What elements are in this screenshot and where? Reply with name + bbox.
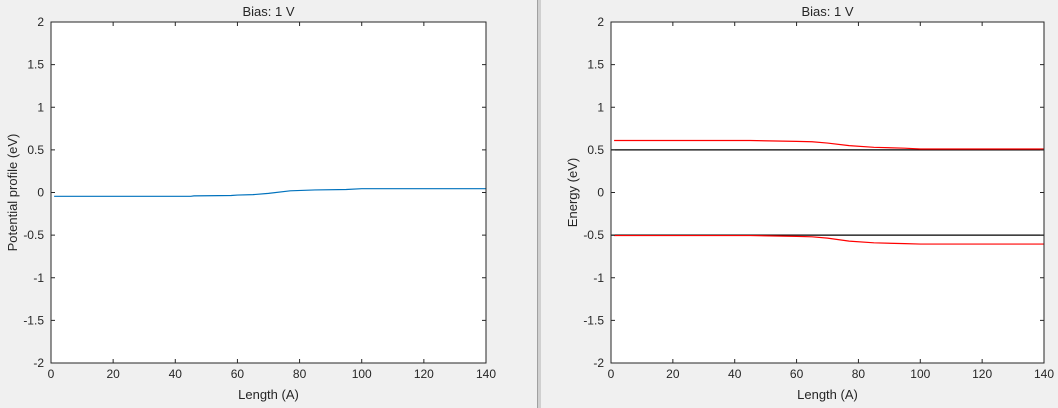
figure-divider <box>537 0 541 408</box>
x-tick-label: 120 <box>414 367 434 381</box>
x-axis-label: Length (A) <box>797 387 858 402</box>
x-tick-label: 20 <box>666 367 680 381</box>
y-tick-label: 0.5 <box>587 143 604 157</box>
y-tick-label: -1.5 <box>23 313 44 327</box>
y-tick-label: 0 <box>37 186 44 200</box>
y-tick-label: -1 <box>33 271 44 285</box>
y-tick-label: -0.5 <box>583 228 604 242</box>
y-tick-label: -0.5 <box>23 228 44 242</box>
x-tick-label: 0 <box>48 367 55 381</box>
x-tick-label: 100 <box>352 367 372 381</box>
x-tick-label: 20 <box>106 367 120 381</box>
x-tick-label: 60 <box>231 367 245 381</box>
x-tick-label: 140 <box>476 367 496 381</box>
series-line-2 <box>614 139 1044 150</box>
plot-area <box>611 22 1044 363</box>
x-tick-label: 140 <box>1034 367 1054 381</box>
x-tick-label: 40 <box>728 367 742 381</box>
y-tick-label: 1 <box>597 100 604 114</box>
y-axis-label: Potential profile (eV) <box>5 134 20 252</box>
x-tick-label: 60 <box>790 367 804 381</box>
y-tick-label: 2 <box>37 15 44 29</box>
y-tick-label: 0.5 <box>27 143 44 157</box>
y-tick-label: 1.5 <box>587 58 604 72</box>
series-line-3 <box>614 234 1044 245</box>
x-tick-label: 0 <box>608 367 615 381</box>
x-tick-label: 80 <box>852 367 866 381</box>
y-tick-label: -1 <box>593 271 604 285</box>
y-tick-label: 2 <box>597 15 604 29</box>
y-tick-label: 1.5 <box>27 58 44 72</box>
x-tick-label: 40 <box>169 367 183 381</box>
series-line-0 <box>54 188 486 197</box>
potential-profile-chart: 0 20 40 60 80 100 120 140 -2 -1.5 -1 -0.5 0 0.5 1 1.5 2 B… <box>5 4 496 402</box>
plot-area <box>51 22 486 363</box>
x-axis-label: Length (A) <box>238 387 299 402</box>
chart-title: Bias: 1 V <box>801 4 853 19</box>
y-tick-label: 1 <box>37 100 44 114</box>
x-tick-label: 80 <box>293 367 307 381</box>
y-axis-label: Energy (eV) <box>565 158 580 227</box>
y-tick-label: -2 <box>33 356 44 370</box>
y-tick-label: 0 <box>597 186 604 200</box>
chart-title: Bias: 1 V <box>242 4 294 19</box>
y-tick-label: -1.5 <box>583 313 604 327</box>
x-tick-label: 120 <box>972 367 992 381</box>
x-tick-label: 100 <box>910 367 930 381</box>
y-tick-label: -2 <box>593 356 604 370</box>
